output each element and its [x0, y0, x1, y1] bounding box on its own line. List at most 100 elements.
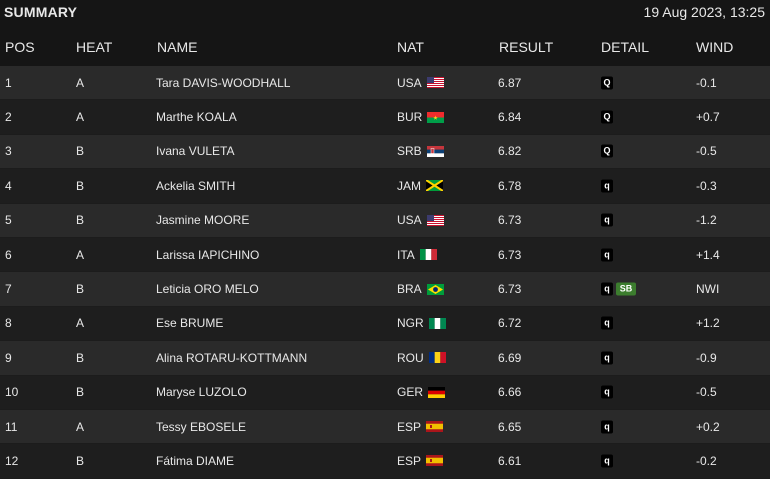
detail-cell: Q — [601, 110, 613, 124]
table-row[interactable]: 2 A Marthe KOALA BUR 6.84 Q +0.7 — [0, 100, 770, 135]
results-table-body: 1 A Tara DAVIS-WOODHALL USA 6.87 Q -0.1 2 A Marth… — [0, 66, 770, 479]
position-cell: 4 — [5, 178, 12, 193]
table-row[interactable]: 12 B Fátima DIAME ESP 6.61 q -0.2 — [0, 444, 770, 479]
table-row[interactable]: 9 B Alina ROTARU-KOTTMANN ROU 6.69 q -0.9 — [0, 341, 770, 376]
result-cell: 6.66 — [498, 385, 522, 400]
heat-cell: A — [76, 110, 85, 125]
qualification-badge: q — [601, 282, 613, 296]
position-cell: 3 — [5, 144, 12, 159]
detail-cell: q — [601, 454, 613, 468]
qualification-badge: q — [601, 179, 613, 193]
heat-cell: B — [76, 385, 85, 400]
result-cell: 6.69 — [498, 350, 522, 365]
qualification-badge: Q — [601, 144, 613, 158]
result-cell: 6.73 — [498, 247, 522, 262]
position-cell: 12 — [5, 453, 19, 468]
nationality-code: GER — [397, 385, 424, 400]
qualification-badge: Q — [601, 110, 613, 124]
column-header-name[interactable]: NAME — [157, 39, 198, 55]
table-row[interactable]: 11 A Tessy EBOSELE ESP 6.65 q +0.2 — [0, 409, 770, 445]
position-cell: 7 — [5, 282, 12, 297]
table-row[interactable]: 5 B Jasmine MOORE USA 6.73 q -1.2 — [0, 203, 770, 238]
detail-cell: q — [601, 316, 613, 330]
table-row[interactable]: 4 B Ackelia SMITH JAM 6.78 q -0.3 — [0, 169, 770, 204]
qualification-badge: q — [601, 385, 613, 399]
qualification-badge: q — [601, 316, 613, 330]
nationality-code: ROU — [397, 350, 424, 365]
table-row[interactable]: 6 A Larissa IAPICHINO ITA 6.73 q +1.4 — [0, 237, 770, 273]
wind-cell: -0.5 — [696, 385, 717, 400]
column-header-nat[interactable]: NAT — [397, 39, 424, 55]
esp-flag-icon — [426, 421, 444, 433]
wind-cell: +1.4 — [696, 247, 720, 262]
column-header-pos[interactable]: POS — [5, 39, 35, 55]
nationality-cell: ITA — [397, 248, 437, 262]
heat-cell: A — [76, 419, 85, 434]
nationality-cell: USA — [397, 76, 444, 90]
detail-cell: q SB — [601, 282, 636, 296]
result-cell: 6.72 — [498, 316, 522, 331]
nationality-code: USA — [397, 75, 422, 90]
qualification-badge: q — [601, 351, 613, 365]
nationality-code: USA — [397, 213, 422, 228]
table-row[interactable]: 8 A Ese BRUME NGR 6.72 q +1.2 — [0, 306, 770, 342]
nationality-cell: BUR — [397, 110, 445, 124]
srb-flag-icon — [426, 145, 444, 157]
table-row[interactable]: 3 B Ivana VULETA SRB 6.82 Q -0.5 — [0, 134, 770, 170]
heat-cell: B — [76, 178, 85, 193]
athlete-name: Marthe KOALA — [156, 110, 237, 125]
wind-cell: -0.5 — [696, 144, 717, 159]
bra-flag-icon — [426, 283, 444, 295]
nationality-code: ITA — [397, 247, 415, 262]
page-title: SUMMARY — [4, 4, 78, 20]
nationality-code: ESP — [397, 419, 422, 434]
column-header-detail[interactable]: DETAIL — [601, 39, 649, 55]
heat-cell: A — [76, 316, 85, 331]
table-row[interactable]: 7 B Leticia ORO MELO BRA 6.73 q SB NWI — [0, 272, 770, 307]
ngr-flag-icon — [428, 317, 446, 329]
detail-cell: q — [601, 179, 613, 193]
ger-flag-icon — [428, 386, 446, 398]
result-cell: 6.82 — [498, 144, 522, 159]
wind-cell: -0.3 — [696, 178, 717, 193]
nationality-code: JAM — [397, 178, 421, 193]
athlete-name: Ese BRUME — [156, 316, 224, 331]
athlete-name: Ivana VULETA — [156, 144, 235, 159]
qualification-badge: q — [601, 213, 613, 227]
column-header-wind[interactable]: WIND — [696, 39, 734, 55]
detail-cell: q — [601, 385, 613, 399]
wind-cell: NWI — [696, 282, 720, 297]
heat-cell: A — [76, 247, 85, 262]
athlete-name: Fátima DIAME — [156, 453, 235, 468]
result-cell: 6.73 — [498, 282, 522, 297]
position-cell: 10 — [5, 385, 19, 400]
wind-cell: -1.2 — [696, 213, 717, 228]
table-row[interactable]: 1 A Tara DAVIS-WOODHALL USA 6.87 Q -0.1 — [0, 66, 770, 101]
bur-flag-icon — [427, 111, 445, 123]
heat-cell: A — [76, 75, 85, 90]
nationality-cell: GER — [397, 385, 446, 400]
nationality-cell: ESP — [397, 453, 444, 468]
position-cell: 5 — [5, 213, 12, 228]
jam-flag-icon — [426, 180, 443, 192]
wind-cell: -0.1 — [696, 75, 717, 90]
nationality-code: ESP — [397, 453, 422, 468]
nationality-code: SRB — [397, 144, 422, 159]
nationality-cell: ROU — [397, 351, 446, 365]
qualification-badge: Q — [601, 76, 613, 90]
detail-cell: q — [601, 248, 613, 262]
table-row[interactable]: 10 B Maryse LUZOLO GER 6.66 q -0.5 — [0, 375, 770, 410]
nationality-cell: NGR — [397, 316, 446, 330]
heat-cell: B — [76, 282, 85, 297]
athlete-name: Leticia ORO MELO — [156, 282, 259, 297]
detail-cell: q — [601, 213, 613, 227]
table-header: POS HEAT NAME NAT RESULT DETAIL WIND — [0, 24, 770, 66]
nationality-cell: JAM — [397, 179, 443, 193]
column-header-result[interactable]: RESULT — [499, 39, 554, 55]
wind-cell: -0.2 — [696, 453, 717, 468]
detail-cell: q — [601, 420, 613, 434]
athlete-name: Tara DAVIS-WOODHALL — [156, 75, 291, 90]
athlete-name: Jasmine MOORE — [156, 213, 250, 228]
heat-cell: B — [76, 213, 85, 228]
column-header-heat[interactable]: HEAT — [76, 39, 113, 55]
